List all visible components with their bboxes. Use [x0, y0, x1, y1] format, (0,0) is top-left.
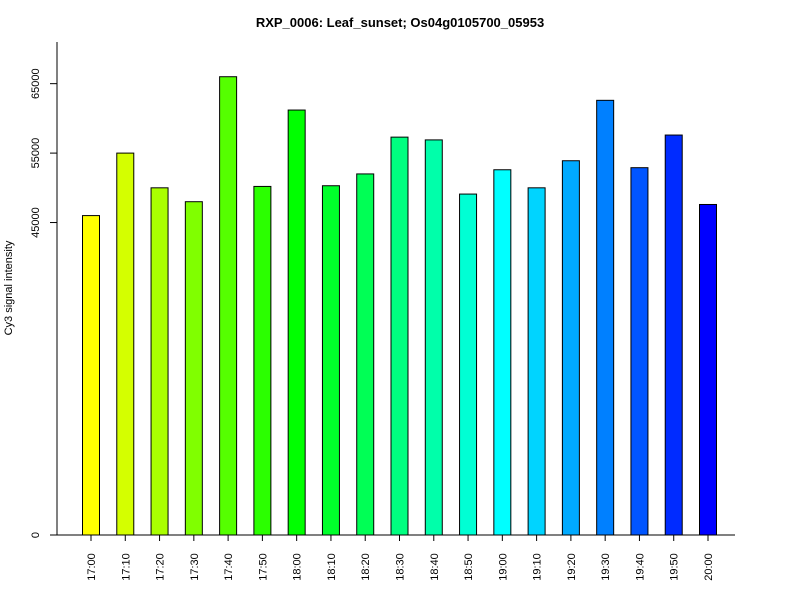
x-tick-label: 19:10 — [532, 553, 544, 581]
bar-1920 — [561, 160, 580, 536]
bar-1930 — [596, 99, 615, 536]
bar-1850 — [459, 193, 478, 536]
x-tick-label: 19:00 — [497, 553, 509, 581]
bar-1950 — [664, 134, 683, 536]
bar-1750 — [253, 185, 272, 536]
y-tick-label: 0 — [30, 532, 42, 538]
x-tick-label: 17:00 — [86, 553, 98, 581]
y-axis-ticks: 0 45000 55000 65000 — [30, 68, 57, 538]
chart-title: RXP_0006: Leaf_sunset; Os04g0105700_0595… — [256, 15, 544, 30]
y-axis-label: Cy3 signal intensity — [3, 240, 15, 335]
bar-1710 — [116, 152, 135, 536]
x-tick-label: 17:30 — [189, 553, 201, 581]
x-tick-label: 19:50 — [669, 553, 681, 581]
y-tick-label: 45000 — [30, 207, 42, 238]
x-tick-label: 18:30 — [395, 553, 407, 581]
x-tick-label: 19:30 — [600, 553, 612, 581]
bar-1830 — [390, 136, 409, 536]
bar-1740 — [219, 76, 238, 536]
bar-1940 — [630, 167, 649, 536]
bars-group — [82, 76, 717, 536]
x-axis-labels: 17:00 17:10 17:20 17:30 17:40 17:50 18:00 18:10… — [86, 535, 715, 581]
bar-1730 — [184, 201, 203, 536]
bar-1820 — [356, 173, 375, 536]
x-tick-label: 17:10 — [120, 553, 132, 581]
x-tick-label: 19:20 — [566, 553, 578, 581]
bar-1900 — [493, 169, 512, 536]
x-tick-label: 18:00 — [292, 553, 304, 581]
x-tick-label: 18:50 — [463, 553, 475, 581]
bar-1700 — [82, 215, 100, 536]
x-tick-label: 18:10 — [326, 553, 338, 581]
bar-1810 — [321, 185, 340, 536]
bar-1840 — [424, 139, 443, 536]
x-tick-label: 17:20 — [155, 553, 167, 581]
x-tick-label: 18:20 — [360, 553, 372, 581]
y-tick-label: 55000 — [30, 138, 42, 169]
x-tick-label: 19:40 — [634, 553, 646, 581]
bar-1910 — [527, 187, 546, 536]
x-tick-label: 17:40 — [223, 553, 235, 581]
x-tick-label: 20:00 — [703, 553, 715, 581]
x-tick-label: 17:50 — [257, 553, 269, 581]
y-tick-label: 65000 — [30, 68, 42, 99]
bar-2000 — [699, 203, 717, 536]
x-tick-label: 18:40 — [429, 553, 441, 581]
bar-1800 — [287, 109, 306, 536]
bar-1720 — [150, 187, 169, 536]
